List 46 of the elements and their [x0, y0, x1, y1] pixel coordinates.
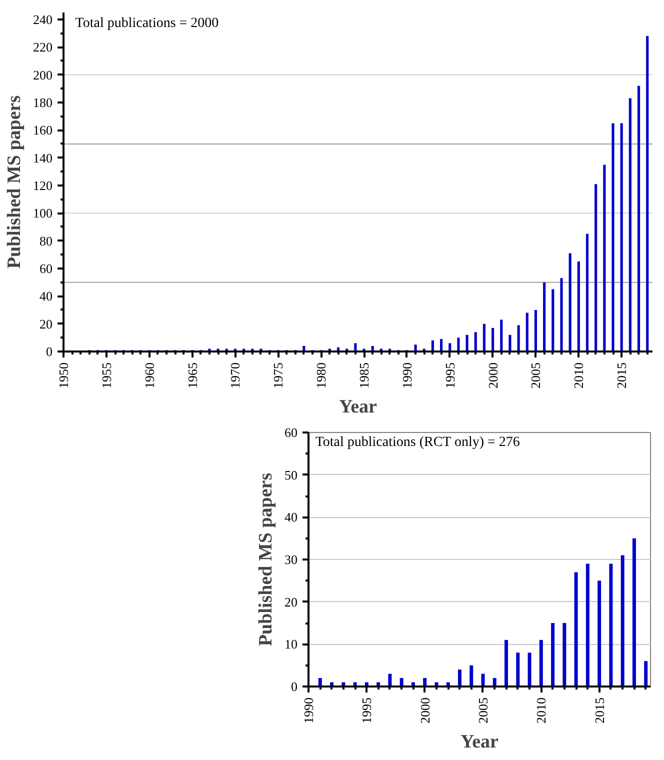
y-tick-label: 140 [33, 150, 52, 166]
y-tick-label: 40 [284, 510, 298, 525]
y-tick-label: 180 [33, 94, 52, 110]
y-tick-label: 240 [33, 12, 52, 27]
y-tick-label: 20 [40, 316, 52, 332]
y-tick-label: 30 [284, 552, 298, 567]
x-tick-label: 1970 [228, 362, 243, 388]
x-axis-title: Year [339, 396, 378, 418]
y-tick-label: 200 [33, 67, 52, 82]
x-tick-label: 1950 [56, 362, 71, 388]
x-tick-label: 1960 [142, 362, 157, 388]
x-tick-label: 1955 [98, 362, 114, 388]
x-tick-label: 2015 [592, 698, 607, 724]
y-tick-label: 0 [46, 344, 52, 359]
y-tick-label: 0 [291, 679, 298, 694]
y-tick-label: 60 [40, 260, 52, 276]
x-tick-label: 1965 [184, 362, 200, 388]
y-axis-title: Published MS papers [4, 95, 25, 269]
x-tick-label: 2010 [571, 362, 586, 388]
y-tick-label: 80 [40, 233, 52, 248]
y-tick-label: 50 [284, 467, 298, 482]
x-tick-label: 2010 [534, 698, 549, 724]
x-axis-title: Year [460, 732, 500, 752]
y-tick-label: 100 [33, 206, 52, 221]
annotation: Total publications = 2000 [75, 16, 219, 31]
x-tick-label: 1985 [356, 362, 372, 388]
x-tick-label: 2005 [528, 362, 544, 388]
x-tick-label: 1975 [270, 362, 286, 388]
y-tick-label: 60 [284, 425, 298, 440]
x-tick-label: 1995 [359, 698, 374, 724]
annotation: Total publications (RCT only) = 276 [315, 435, 520, 450]
y-tick-label: 220 [33, 40, 52, 55]
x-tick-label: 1980 [314, 362, 329, 388]
x-tick-label: 1990 [301, 698, 316, 724]
y-tick-label: 10 [284, 636, 298, 652]
y-tick-label: 20 [284, 594, 298, 610]
y-axis-title: Published MS papers [256, 472, 276, 646]
x-tick-label: 2005 [475, 698, 490, 724]
x-tick-label: 1990 [399, 362, 414, 388]
x-tick-label: 2000 [485, 362, 500, 388]
y-tick-label: 120 [33, 178, 52, 193]
x-tick-label: 2015 [614, 362, 630, 388]
y-tick-label: 160 [33, 122, 52, 138]
x-tick-label: 2000 [417, 698, 432, 724]
x-tick-label: 1995 [442, 362, 458, 388]
y-tick-label: 40 [40, 288, 52, 304]
